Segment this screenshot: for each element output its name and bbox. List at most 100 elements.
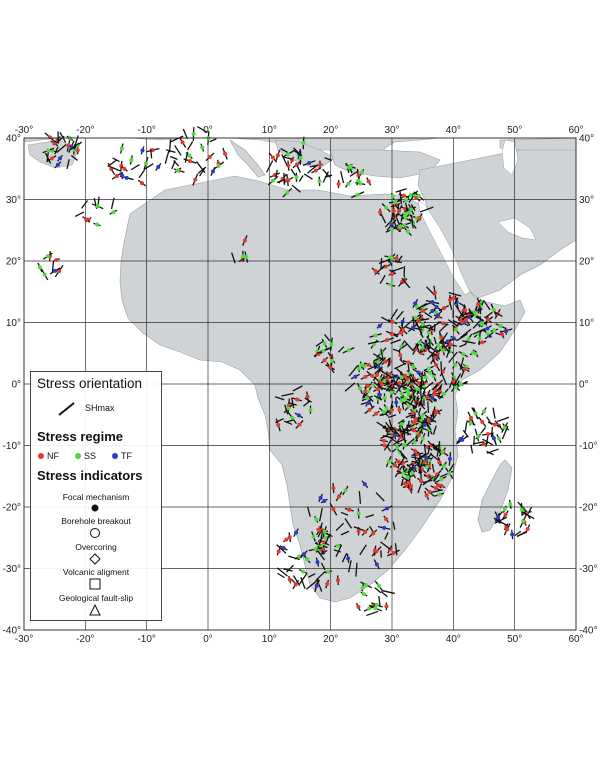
legend-indicator-faultslip-label: Geological fault-slip bbox=[58, 593, 134, 603]
regime-marker bbox=[471, 350, 476, 355]
regime-marker bbox=[411, 410, 416, 415]
regime-marker bbox=[447, 471, 452, 476]
regime-marker bbox=[363, 529, 368, 534]
shmax-line bbox=[347, 560, 352, 573]
shmax-line bbox=[335, 522, 345, 532]
regime-marker bbox=[401, 193, 406, 198]
shmax-line bbox=[473, 435, 475, 446]
regime-marker bbox=[307, 161, 312, 166]
tick-labels: -30° -30° -20° -20° -10° -10° 0° 0° 10° 10° 20° 20°… bbox=[3, 125, 598, 645]
shmax-line bbox=[418, 394, 424, 407]
regime-marker bbox=[397, 381, 402, 386]
shmax-line bbox=[425, 420, 432, 431]
regime-marker bbox=[360, 585, 365, 590]
regime-marker bbox=[363, 389, 368, 394]
shmax-line bbox=[438, 323, 449, 333]
regime-marker bbox=[416, 318, 421, 323]
regime-marker bbox=[180, 140, 185, 145]
y-tick-label: 40° bbox=[6, 134, 21, 145]
regime-marker bbox=[124, 175, 129, 180]
shmax-line bbox=[266, 160, 274, 173]
regime-marker bbox=[411, 325, 416, 330]
regime-marker bbox=[480, 419, 485, 424]
open-circle-icon bbox=[90, 528, 100, 538]
regime-marker bbox=[150, 148, 155, 153]
legend-orientation-title: Stress orientation bbox=[37, 376, 143, 391]
regime-marker bbox=[55, 162, 60, 167]
shmax-line bbox=[59, 131, 67, 143]
regime-marker bbox=[114, 173, 119, 178]
x-tick-label: 30° bbox=[384, 125, 399, 136]
x-tick-label: 60° bbox=[568, 634, 583, 645]
y-tick-label: 10° bbox=[6, 318, 21, 329]
regime-marker bbox=[317, 179, 322, 184]
regime-marker bbox=[156, 164, 161, 169]
regime-marker bbox=[370, 373, 375, 378]
regime-marker bbox=[432, 387, 437, 392]
shmax-line bbox=[276, 567, 288, 577]
shmax-line bbox=[423, 325, 435, 331]
regime-marker bbox=[417, 340, 422, 345]
shmax-line bbox=[199, 167, 206, 177]
shmax-line bbox=[390, 266, 404, 273]
shmax-line bbox=[283, 172, 286, 185]
regime-marker bbox=[416, 370, 421, 375]
regime-marker bbox=[430, 300, 435, 305]
regime-marker bbox=[414, 417, 419, 422]
regime-marker bbox=[375, 387, 380, 392]
regime-marker bbox=[398, 224, 403, 229]
shmax-line bbox=[390, 339, 402, 344]
shmax-line bbox=[280, 148, 288, 153]
regime-marker bbox=[453, 327, 458, 332]
regime-marker bbox=[399, 398, 404, 403]
legend-indicator-focal-label: Focal mechanism bbox=[62, 492, 130, 502]
regime-marker bbox=[420, 436, 425, 441]
regime-marker bbox=[485, 432, 490, 437]
regime-marker bbox=[175, 168, 180, 173]
regime-marker bbox=[447, 456, 452, 461]
regime-marker bbox=[297, 554, 302, 559]
x-tick-label: -30° bbox=[15, 125, 33, 136]
shmax-line bbox=[394, 543, 398, 556]
shmax-line bbox=[402, 428, 406, 442]
regime-marker bbox=[374, 373, 379, 378]
regime-marker bbox=[406, 360, 411, 365]
red-sea bbox=[417, 199, 471, 296]
shmax-line bbox=[303, 173, 313, 180]
regime-marker bbox=[373, 606, 378, 611]
regime-marker bbox=[403, 373, 408, 378]
shmax-line bbox=[396, 255, 403, 263]
shmax-line bbox=[283, 568, 293, 572]
shmax-line bbox=[333, 549, 341, 553]
shmax-line bbox=[71, 155, 78, 161]
shmax-line bbox=[401, 277, 411, 289]
regime-marker bbox=[376, 359, 381, 364]
regime-marker bbox=[434, 305, 439, 310]
regime-marker bbox=[463, 308, 468, 313]
regime-marker bbox=[37, 265, 42, 270]
regime-marker bbox=[425, 395, 430, 400]
regime-marker bbox=[411, 428, 416, 433]
regime-marker bbox=[287, 577, 292, 582]
regime-marker bbox=[389, 332, 394, 337]
regime-marker bbox=[398, 353, 403, 358]
regime-marker bbox=[365, 384, 370, 389]
regime-marker bbox=[346, 165, 351, 170]
regime-marker bbox=[423, 459, 428, 464]
map-legend: Stress orientation SHmax Stress regime N… bbox=[30, 371, 162, 621]
shmax-line bbox=[447, 319, 459, 327]
shmax-line bbox=[406, 424, 409, 436]
regime-marker bbox=[373, 269, 378, 274]
shmax-line bbox=[496, 416, 510, 423]
regime-marker bbox=[472, 310, 477, 315]
x-tick-label: 30° bbox=[384, 634, 399, 645]
shmax-line bbox=[348, 365, 359, 377]
shmax-line bbox=[340, 530, 350, 536]
shmax-line bbox=[276, 544, 287, 554]
regime-marker bbox=[476, 302, 481, 307]
regime-marker bbox=[294, 175, 299, 180]
regime-marker bbox=[94, 222, 99, 227]
x-tick-label: 0° bbox=[203, 125, 213, 136]
shmax-line bbox=[138, 169, 145, 179]
shmax-line bbox=[380, 257, 383, 270]
